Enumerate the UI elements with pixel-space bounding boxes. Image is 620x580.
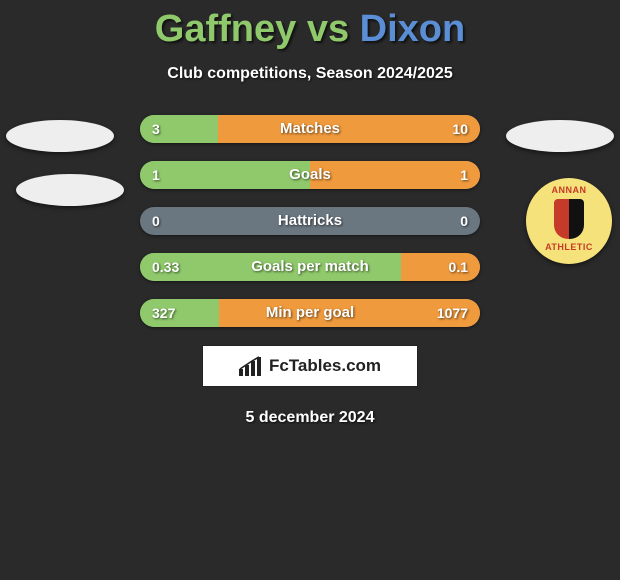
title-player-right: Dixon bbox=[360, 8, 466, 50]
comparison-card: Gaffney vs Dixon Club competitions, Seas… bbox=[0, 0, 620, 580]
stat-label: Matches bbox=[140, 115, 480, 143]
stat-label: Goals per match bbox=[140, 253, 480, 281]
stat-row: 00Hattricks bbox=[140, 207, 480, 235]
brand-bars-icon bbox=[239, 356, 263, 376]
club-crest: ANNAN ATHLETIC bbox=[526, 178, 612, 264]
crest-text-top: ANNAN bbox=[534, 186, 604, 195]
page-title: Gaffney vs Dixon bbox=[0, 0, 620, 51]
brand-box[interactable]: FcTables.com bbox=[202, 345, 418, 387]
crest-shield-icon bbox=[554, 199, 584, 239]
date-line: 5 december 2024 bbox=[0, 409, 620, 427]
stat-row: 3271077Min per goal bbox=[140, 299, 480, 327]
stat-row: 11Goals bbox=[140, 161, 480, 189]
crest-text-bottom: ATHLETIC bbox=[534, 243, 604, 252]
stat-label: Hattricks bbox=[140, 207, 480, 235]
avatar-left-1 bbox=[6, 120, 114, 152]
title-player-left: Gaffney bbox=[155, 8, 296, 50]
stat-label: Min per goal bbox=[140, 299, 480, 327]
stat-row: 310Matches bbox=[140, 115, 480, 143]
subtitle: Club competitions, Season 2024/2025 bbox=[0, 65, 620, 83]
avatar-right-1 bbox=[506, 120, 614, 152]
stat-label: Goals bbox=[140, 161, 480, 189]
stat-row: 0.330.1Goals per match bbox=[140, 253, 480, 281]
title-vs: vs bbox=[307, 8, 349, 50]
avatar-left-2 bbox=[16, 174, 124, 206]
brand-text: FcTables.com bbox=[269, 356, 381, 376]
